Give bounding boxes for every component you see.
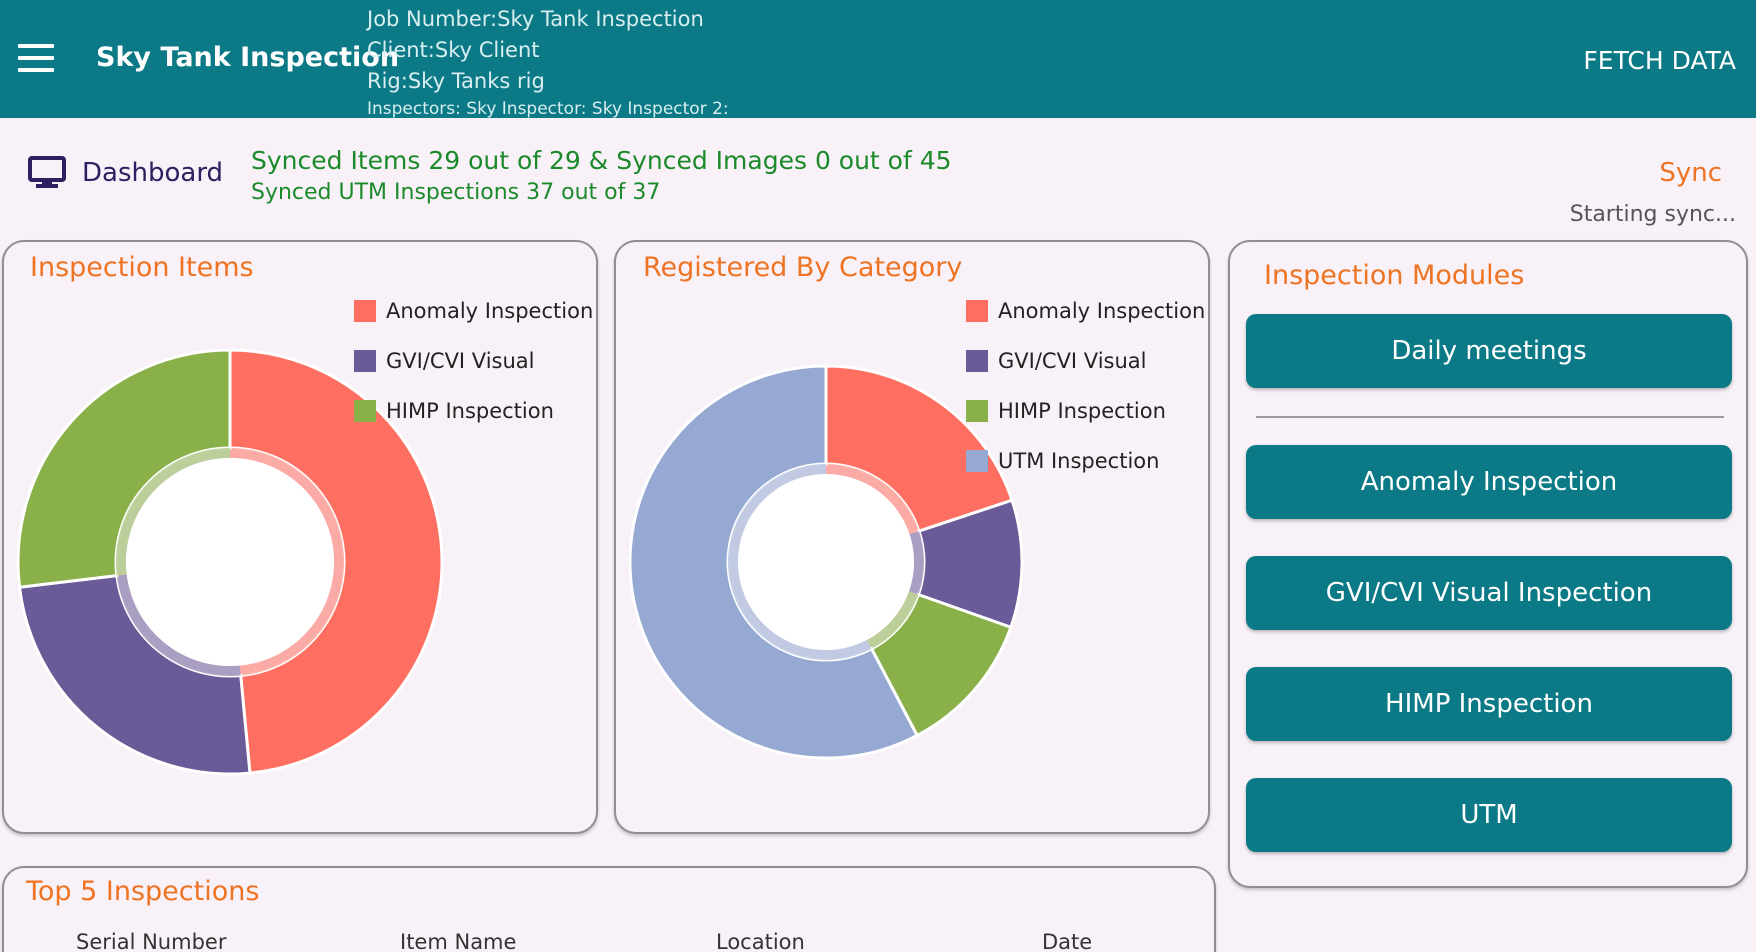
donut-inner-ring (116, 574, 241, 676)
legend-label: Anomaly Inspection (386, 299, 594, 323)
legend-label: UTM Inspection (998, 449, 1160, 473)
top-5-inspections-card: Top 5 Inspections Serial Number Item Nam… (2, 866, 1216, 952)
utm-button[interactable]: UTM (1246, 778, 1732, 852)
daily-meetings-button[interactable]: Daily meetings (1246, 314, 1732, 388)
legend-swatch (966, 450, 988, 472)
donut-hole (126, 458, 334, 666)
inspectors-list: Inspectors: Sky Inspector: Sky Inspector… (367, 99, 729, 119)
app-bar: Sky Tank Inspection Job Number:Sky Tank … (0, 0, 1756, 121)
job-number: Job Number:Sky Tank Inspection (367, 7, 704, 31)
donut-hole (738, 474, 914, 650)
client-name: Client:Sky Client (367, 38, 540, 62)
legend-swatch (966, 300, 988, 322)
sync-items-status: Synced Items 29 out of 29 & Synced Image… (251, 146, 952, 175)
chart-legend: Anomaly Inspection GVI/CVI Visual HIMP I… (966, 286, 1205, 486)
donut-slice[interactable] (17, 573, 252, 776)
inspection-items-card: Inspection Items Anomaly Inspection GVI/… (2, 240, 598, 834)
inspection-items-donut (16, 348, 444, 776)
chart-legend: Anomaly Inspection GVI/CVI Visual HIMP I… (354, 286, 593, 436)
legend-item: GVI/CVI Visual (966, 336, 1205, 386)
column-header-date[interactable]: Date (1042, 930, 1093, 952)
legend-item: HIMP Inspection (966, 386, 1205, 436)
donut-inner-ring (866, 591, 919, 649)
column-header-serial-number[interactable]: Serial Number (76, 930, 227, 952)
legend-label: HIMP Inspection (998, 399, 1166, 423)
sync-button[interactable]: Sync (1659, 158, 1722, 188)
modules-divider (1256, 416, 1724, 418)
legend-label: Anomaly Inspection (998, 299, 1206, 323)
rig-name: Rig:Sky Tanks rig (367, 69, 545, 93)
column-header-location[interactable]: Location (716, 930, 805, 952)
dashboard-label[interactable]: Dashboard (82, 158, 224, 188)
legend-label: GVI/CVI Visual (386, 349, 535, 373)
legend-item: HIMP Inspection (354, 386, 593, 436)
legend-item: UTM Inspection (966, 436, 1205, 486)
fetch-data-button[interactable]: FETCH DATA (1583, 46, 1736, 75)
gvi-cvi-visual-inspection-button[interactable]: GVI/CVI Visual Inspection (1246, 556, 1732, 630)
donut-inner-ring (826, 464, 920, 535)
donut-inner-ring (116, 448, 230, 576)
legend-item: GVI/CVI Visual (354, 336, 593, 386)
donut-inner-ring (908, 531, 924, 595)
dashboard-header: Dashboard Synced Items 29 out of 29 & Sy… (0, 118, 1756, 236)
legend-swatch (354, 300, 376, 322)
chart-title: Registered By Category (643, 252, 963, 283)
monitor-icon (28, 156, 66, 188)
legend-item: Anomaly Inspection (966, 286, 1205, 336)
registered-by-category-donut (628, 364, 1024, 760)
column-header-item-name[interactable]: Item Name (400, 930, 517, 952)
hamburger-menu-icon[interactable] (18, 44, 54, 72)
anomaly-inspection-button[interactable]: Anomaly Inspection (1246, 445, 1732, 519)
himp-inspection-button[interactable]: HIMP Inspection (1246, 667, 1732, 741)
app-title: Sky Tank Inspection (96, 42, 400, 73)
legend-swatch (966, 400, 988, 422)
top5-title: Top 5 Inspections (26, 876, 260, 907)
job-info: Job Number:Sky Tank Inspection Client:Sk… (367, 4, 729, 121)
sync-message: Starting sync... (1569, 202, 1736, 227)
inspection-modules-card: Inspection Modules Daily meetings Anomal… (1228, 240, 1748, 888)
sync-status: Synced Items 29 out of 29 & Synced Image… (251, 144, 952, 208)
legend-swatch (354, 350, 376, 372)
registered-by-category-card: Registered By Category Anomaly Inspectio… (614, 240, 1210, 834)
legend-swatch (354, 400, 376, 422)
modules-title: Inspection Modules (1264, 260, 1525, 291)
legend-label: GVI/CVI Visual (998, 349, 1147, 373)
legend-swatch (966, 350, 988, 372)
sync-utm-status: Synced UTM Inspections 37 out of 37 (251, 180, 661, 205)
legend-item: Anomaly Inspection (354, 286, 593, 336)
chart-title: Inspection Items (30, 252, 254, 283)
legend-label: HIMP Inspection (386, 399, 554, 423)
